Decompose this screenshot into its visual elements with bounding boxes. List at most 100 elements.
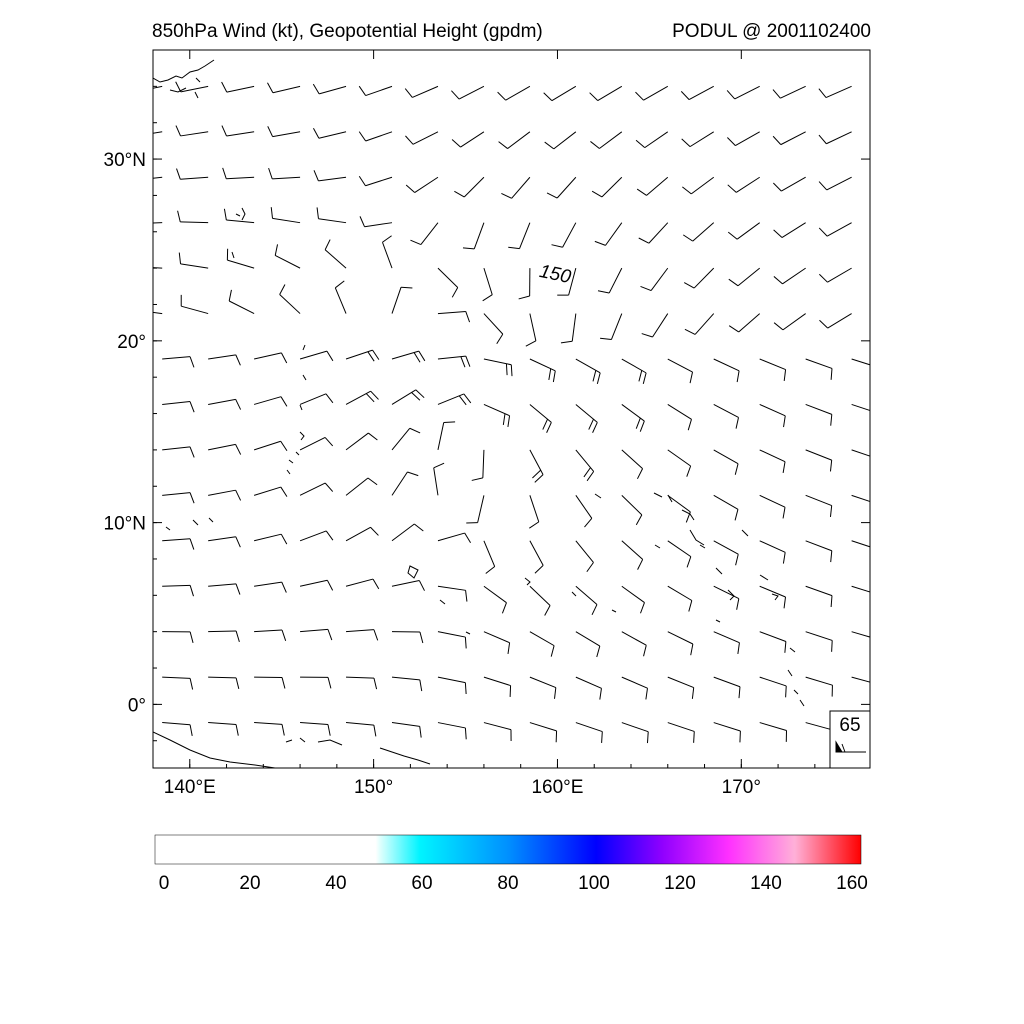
wind-barb [713, 449, 739, 475]
wind-barb [805, 676, 833, 697]
wind-barb [621, 449, 644, 480]
wind-barb [851, 676, 870, 683]
wind-barb [391, 471, 419, 496]
wind-barb [437, 393, 472, 406]
colorbar: 0 20 40 60 80 100 120 140 160 [154, 834, 868, 894]
wind-barb [316, 207, 347, 224]
wind-barb [162, 631, 194, 644]
wind-barb [713, 722, 741, 743]
wind-barb [575, 631, 601, 658]
wind-barb [405, 176, 439, 193]
colorbar-tick-label: 120 [664, 873, 696, 894]
wind-barb [254, 767, 260, 768]
wind-barb [726, 85, 760, 100]
wind-barb [437, 532, 471, 543]
wind-barb [667, 585, 693, 612]
lon-tick-label: 150° [354, 777, 393, 798]
wind-barb [544, 131, 577, 150]
wind-barb [759, 358, 787, 381]
wind-barb [208, 489, 242, 501]
wind-barb [772, 85, 806, 99]
wind-barb [640, 267, 669, 292]
wind-barb [667, 631, 694, 656]
wind-barb [772, 176, 806, 192]
wind-barb [728, 267, 761, 287]
wind-barb [345, 390, 379, 405]
wind-barb [805, 449, 833, 472]
wind-barb [177, 210, 209, 224]
coastline-marianas [286, 344, 307, 475]
wind-barb [759, 585, 787, 609]
wind-barb [300, 722, 331, 736]
wind-barb [805, 722, 834, 742]
wind-barb [575, 358, 601, 385]
wind-barb [274, 244, 301, 269]
wind-barb [299, 436, 334, 451]
wind-barb [529, 495, 540, 529]
wind-barb [684, 313, 715, 335]
wind-barb [546, 176, 577, 199]
wind-barb [621, 631, 647, 657]
wind-barb [299, 530, 334, 542]
wind-barb [253, 396, 288, 407]
wind-barb [208, 443, 242, 455]
wind-barb [713, 540, 739, 566]
wind-barb [713, 404, 739, 429]
wind-barb [358, 85, 393, 97]
coastline-bonin [231, 207, 246, 259]
wind-barb [437, 355, 471, 368]
wind-barb [433, 462, 445, 496]
wind-barb [180, 294, 209, 315]
wind-barb [682, 222, 715, 242]
wind-barb [805, 767, 808, 768]
wind-barb [253, 533, 288, 545]
wind-barb [254, 352, 288, 364]
geopotential-contours [153, 50, 870, 493]
colorbar-tick-label: 20 [239, 873, 260, 894]
map-subtitle: PODUL @ 2001102400 [672, 21, 871, 42]
wind-barb [437, 722, 467, 740]
wind-barb [529, 449, 544, 483]
wind-barb [153, 267, 163, 269]
map-frame [152, 49, 871, 769]
wind-barb [529, 585, 551, 616]
wind-barb [851, 449, 870, 457]
wind-barb [591, 176, 623, 198]
wind-barb [557, 267, 577, 296]
wind-barb [462, 222, 485, 250]
map-axes: 140°E 150° 160°E 170° 30°N 20° 10°N 0° [104, 50, 870, 798]
wind-barb [208, 583, 241, 595]
wind-barb [759, 403, 786, 428]
wind-barb [575, 722, 603, 743]
contour-label-150: 150 [537, 261, 573, 288]
wind-barb [575, 404, 598, 433]
wind-barb [254, 581, 287, 593]
contour-line-north-east [636, 50, 870, 135]
wind-barb [851, 403, 870, 412]
wind-barb [819, 267, 852, 283]
wind-barb [805, 540, 833, 563]
wind-barb [575, 585, 598, 616]
wind-barb [221, 81, 255, 93]
wind-barb [713, 631, 740, 655]
wind-barb [358, 131, 393, 142]
wind-barb [851, 494, 870, 503]
wind-barb [162, 538, 195, 550]
wind-barb [324, 239, 347, 269]
wind-barb [497, 85, 531, 101]
reference-wind-barb [835, 740, 866, 753]
wind-barb [208, 536, 241, 548]
wind-barb [518, 268, 531, 300]
wind-barb [208, 676, 240, 690]
wind-barb [178, 252, 209, 269]
lon-tick-label: 160°E [531, 777, 583, 798]
wind-barb [529, 722, 558, 743]
colorbar-tick-label: 60 [411, 873, 432, 894]
wind-barb [818, 85, 852, 99]
wind-barb [483, 540, 496, 574]
wind-barb [818, 222, 852, 237]
colorbar-tick-label: 0 [159, 873, 170, 894]
wind-barb [359, 216, 393, 228]
wind-barb [667, 722, 695, 743]
wind-barb [641, 313, 669, 338]
